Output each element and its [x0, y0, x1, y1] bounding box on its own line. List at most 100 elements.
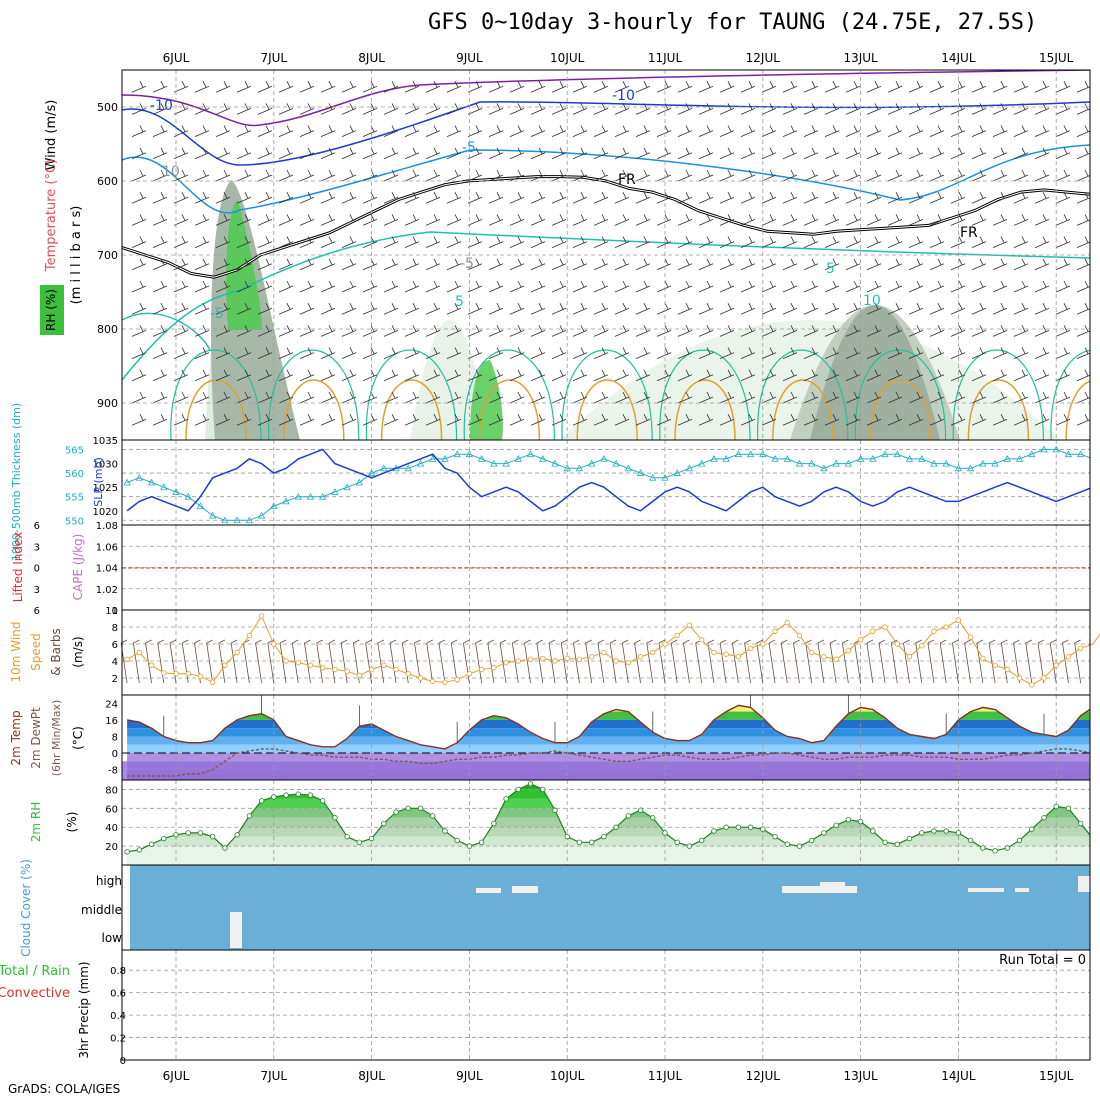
upper-wind-barb: [971, 236, 987, 248]
upper-wind-barb: [887, 303, 903, 315]
thickness-point: [918, 455, 926, 462]
upper-wind-barb: [887, 347, 903, 359]
thickness-point: [123, 478, 131, 486]
temp-band: [127, 744, 1090, 754]
upper-wind-barb: [1034, 280, 1050, 293]
upper-wind-barb: [761, 325, 777, 337]
thickness-point: [160, 483, 168, 491]
upper-wind-barb: [257, 325, 273, 337]
upper-wind-barb: [677, 192, 693, 204]
upper-wind-barb: [992, 414, 1008, 426]
upper-wind-barb: [593, 280, 609, 293]
wind10m-speed-point: [283, 658, 289, 664]
wind10m-speed-point: [136, 649, 143, 656]
upper-wind-barb: [698, 369, 714, 382]
thickness-point: [331, 488, 339, 495]
rh2m-point: [637, 807, 644, 813]
rh2m-point: [723, 824, 729, 830]
upper-wind-barb: [656, 347, 672, 359]
upper-wind-barb: [677, 280, 693, 293]
wind10m-speed-point: [185, 671, 191, 677]
upper-wind-barb: [152, 258, 168, 271]
temperature-contour-warm: [576, 379, 638, 440]
upper-wind-barb: [425, 192, 441, 204]
rh2m-point: [1053, 803, 1059, 810]
wind10m-speed-point: [503, 660, 509, 666]
thickness-point: [820, 464, 828, 472]
upper-air-temp-label: Temperature (°C): [44, 159, 59, 272]
upper-wind-barb: [257, 258, 273, 271]
upper-wind-barb: [593, 147, 609, 160]
rh2m-point: [307, 792, 314, 798]
upper-wind-barb: [551, 169, 567, 182]
wind10m-barb: [695, 639, 703, 684]
upper-wind-barb: [215, 347, 231, 359]
lifted-label: Lifted Index: [11, 532, 25, 603]
upper-wind-barb: [509, 347, 525, 359]
upper-wind-barb: [803, 103, 819, 115]
rh-bands: [127, 783, 1090, 865]
upper-wind-barb: [929, 347, 945, 359]
upper-wind-barb: [488, 414, 504, 426]
upper-wind-barb: [740, 236, 756, 248]
upper-wind-barb: [971, 103, 987, 115]
thickness-point: [673, 469, 681, 476]
upper-wind-barb: [278, 347, 294, 359]
upper-wind-barb: [740, 391, 756, 404]
upper-wind-barb: [1076, 414, 1090, 426]
temperature-contour-mid: [170, 349, 262, 440]
upper-wind-barb: [551, 236, 567, 248]
rh2m-point: [894, 841, 900, 847]
wind10m-speed-point: [882, 624, 888, 630]
wind10m-speed-point: [442, 679, 448, 685]
wind10m-barb: [658, 639, 666, 684]
rh2m-point: [1065, 805, 1072, 812]
upper-wind-barb: [572, 347, 588, 359]
wind10m-speed-point: [723, 651, 729, 657]
temperature-contour-mid: [757, 349, 849, 440]
wind10m-barb: [756, 639, 764, 684]
wind10m-speed-point: [760, 641, 766, 647]
upper-wind-barb: [1034, 347, 1050, 359]
upper-wind-barb: [488, 369, 504, 382]
upper-wind-barb: [1013, 147, 1029, 160]
upper-wind-barb: [1013, 347, 1029, 359]
upper-wind-barb: [278, 81, 294, 93]
upper-wind-barb: [467, 369, 483, 382]
upper-wind-barb: [908, 236, 924, 248]
upper-wind-barb: [467, 391, 483, 404]
upper-wind-barb: [1055, 236, 1071, 248]
upper-wind-barb: [719, 303, 735, 315]
upper-wind-barb: [236, 280, 252, 293]
upper-wind-barb: [614, 258, 630, 271]
temp2m-ytick: 8: [112, 732, 118, 743]
rh2m-point: [393, 809, 399, 815]
thickness-point: [245, 516, 254, 524]
upper-wind-barb: [740, 347, 756, 359]
upper-wind-barb: [362, 192, 378, 204]
wind10m-speed-point: [809, 649, 815, 656]
upper-wind-barb: [782, 169, 798, 182]
wind10m-speed-point: [148, 662, 155, 668]
thickness-point: [746, 450, 755, 458]
thickness-point: [1076, 450, 1085, 458]
contour-label: 10: [863, 293, 881, 309]
upper-wind-barb: [131, 125, 147, 137]
x-tick-label-bottom: 9JUL: [456, 1069, 483, 1083]
rh2m-point: [906, 835, 913, 842]
upper-wind-barb: [572, 125, 588, 137]
upper-wind-barb: [593, 258, 609, 271]
upper-wind-barb: [593, 391, 609, 404]
upper-wind-barb: [1076, 169, 1090, 182]
rh2m-point: [809, 837, 815, 844]
upper-wind-barb: [887, 280, 903, 293]
wind10m-label-2: Speed: [29, 633, 43, 671]
upper-wind-barb: [698, 192, 714, 204]
upper-wind-barb: [782, 125, 798, 137]
slp-ytick: 1020: [93, 507, 118, 518]
upper-wind-barb: [131, 303, 147, 315]
x-tick-label-top: 8JUL: [358, 51, 385, 65]
wind10m-speed-point: [173, 671, 179, 677]
upper-wind-barb: [677, 414, 693, 426]
wind10m-label-4: (m/s): [71, 636, 85, 667]
